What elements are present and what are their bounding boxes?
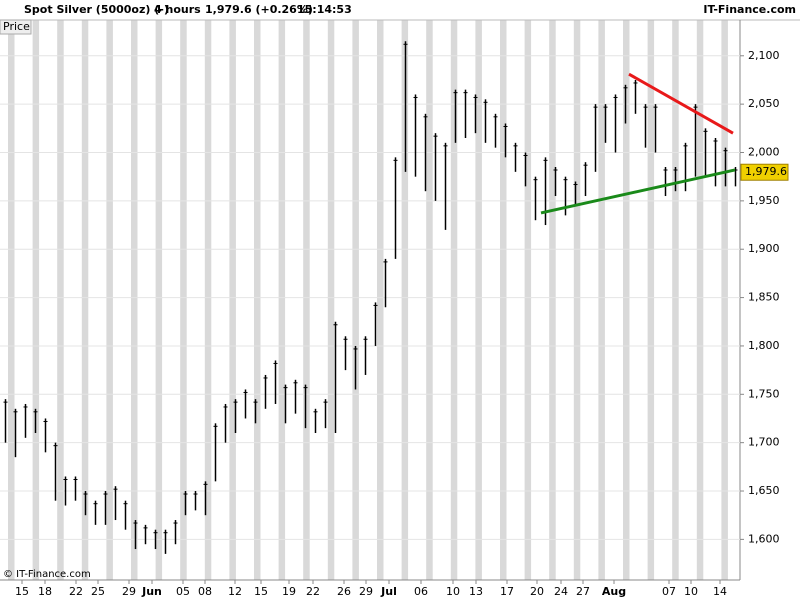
stripe [377, 20, 384, 580]
stripe [426, 20, 433, 580]
stripe [573, 20, 581, 580]
y-tick-label: 2,000 [748, 146, 780, 159]
price-change: 1,979.6 (+0.26%) [205, 3, 313, 16]
x-tick-label: Jun [141, 585, 162, 598]
x-tick-label: 19 [282, 585, 296, 598]
stripe [696, 20, 704, 580]
x-tick-label: 15 [254, 585, 268, 598]
y-tick-label: 1,850 [748, 291, 780, 304]
stripe [8, 20, 15, 580]
stripe [598, 20, 605, 580]
y-tick-label: 1,600 [748, 532, 780, 545]
stripe [500, 20, 507, 580]
x-tick-label: 15 [15, 585, 29, 598]
last-price-box [740, 163, 789, 181]
y-tick-label: 2,100 [748, 49, 780, 62]
stripe [647, 20, 655, 580]
stripe [106, 20, 113, 580]
panel-label: Price [3, 20, 30, 33]
x-tick-label: 25 [91, 585, 105, 598]
stripe [204, 20, 212, 580]
y-tick-label: 1,800 [748, 339, 780, 352]
stripe [327, 20, 335, 580]
stripe [721, 20, 728, 580]
y-tick-label: 1,950 [748, 194, 780, 207]
y-tick-label: 2,050 [748, 97, 780, 110]
x-tick-label: 29 [122, 585, 136, 598]
x-tick-label: 22 [306, 585, 320, 598]
stripe [401, 20, 409, 580]
stripe [623, 20, 630, 580]
x-tick-label: 05 [176, 585, 190, 598]
x-tick-label: 18 [38, 585, 52, 598]
x-tick-label: Jul [380, 585, 397, 598]
x-tick-label: 27 [576, 585, 590, 598]
x-tick-label: 17 [500, 585, 514, 598]
x-tick-label: 22 [69, 585, 83, 598]
y-tick-label: 1,750 [748, 387, 780, 400]
stripe [450, 20, 458, 580]
x-tick-label: 07 [662, 585, 676, 598]
day-stripes [8, 20, 728, 580]
x-tick-label: 20 [530, 585, 544, 598]
x-tick-label: 10 [684, 585, 698, 598]
y-tick-label: 1,700 [748, 436, 780, 449]
stripe [672, 20, 679, 580]
y-tick-label: 1,900 [748, 242, 780, 255]
stripe [524, 20, 532, 580]
stripe [254, 20, 261, 580]
x-tick-label: 29 [359, 585, 373, 598]
time: 15:14:53 [297, 3, 352, 16]
stripe [229, 20, 236, 580]
x-tick-label: 06 [414, 585, 428, 598]
stripe [475, 20, 482, 580]
x-tick-label: 24 [554, 585, 568, 598]
x-tick-label: 12 [228, 585, 242, 598]
panel-tag [0, 19, 32, 35]
x-tick-label: Aug [602, 585, 626, 598]
stripe [32, 20, 40, 580]
stripe [57, 20, 64, 580]
stripe [278, 20, 286, 580]
title: Spot Silver (5000oz) (-) [24, 3, 169, 16]
stripe [131, 20, 138, 580]
timeframe: 4 hours [154, 3, 201, 16]
stripe [155, 20, 163, 580]
brand: IT-Finance.com [703, 3, 796, 16]
x-tick-label: 13 [469, 585, 483, 598]
x-tick-label: 08 [198, 585, 212, 598]
last-price-label: 1,979.6 [745, 165, 787, 178]
trendline [628, 72, 734, 135]
stripe [81, 20, 89, 580]
stripe [303, 20, 310, 580]
stripe [352, 20, 359, 580]
y-tick-label: 1,650 [748, 484, 780, 497]
x-tick-label: 26 [337, 585, 351, 598]
x-tick-label: 10 [446, 585, 460, 598]
copyright: © IT-Finance.com [3, 569, 91, 580]
trendline [540, 168, 736, 215]
stripe [180, 20, 187, 580]
x-tick-label: 14 [713, 585, 727, 598]
stripe [549, 20, 556, 580]
